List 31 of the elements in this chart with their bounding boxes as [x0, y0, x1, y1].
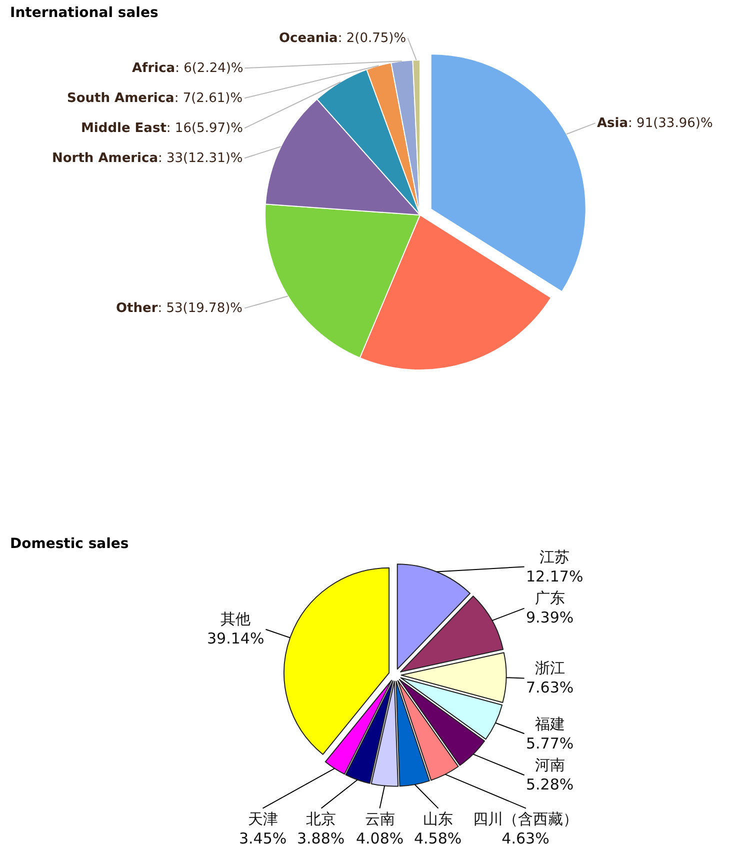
slice-label: 河南	[534, 756, 565, 774]
slice-label: North America	[52, 151, 158, 166]
slice-label: 江苏	[540, 548, 570, 566]
data-label: 5.77%	[526, 734, 574, 752]
data-label: 5.28%	[526, 776, 574, 794]
slice-label: 福建	[534, 715, 565, 733]
data-label: 4.58%	[414, 830, 462, 848]
data-label: 3.45%	[239, 830, 287, 848]
slice-label: 北京	[306, 810, 336, 828]
data-label: 4.63%	[502, 830, 550, 848]
slice-label: South America	[67, 91, 174, 106]
data-label: 7.63%	[526, 678, 574, 696]
slice-label: Other	[116, 301, 158, 316]
slice-label: 浙江	[534, 659, 565, 677]
slice-label: 四川（含西藏）	[473, 810, 578, 828]
data-label: 39.14%	[207, 630, 264, 648]
slice-label: Asia	[597, 116, 628, 131]
slice-label: 天津	[248, 810, 278, 828]
chart-title: International sales	[10, 5, 158, 21]
slice-label: Middle East	[81, 121, 166, 136]
slice-label: 广东	[534, 589, 565, 607]
data-label: 4.08%	[356, 830, 404, 848]
data-label: 12.17%	[526, 568, 584, 586]
slice-label: Africa	[132, 61, 176, 76]
data-label: 9.39%	[526, 608, 574, 626]
data-label: 3.88%	[297, 830, 345, 848]
text: Domestic sales	[10, 536, 129, 552]
slice-label: 其他	[220, 610, 251, 628]
slice-label: 山东	[422, 810, 453, 828]
slice-label: 云南	[364, 810, 395, 828]
slice-label: Oceania	[279, 31, 338, 46]
